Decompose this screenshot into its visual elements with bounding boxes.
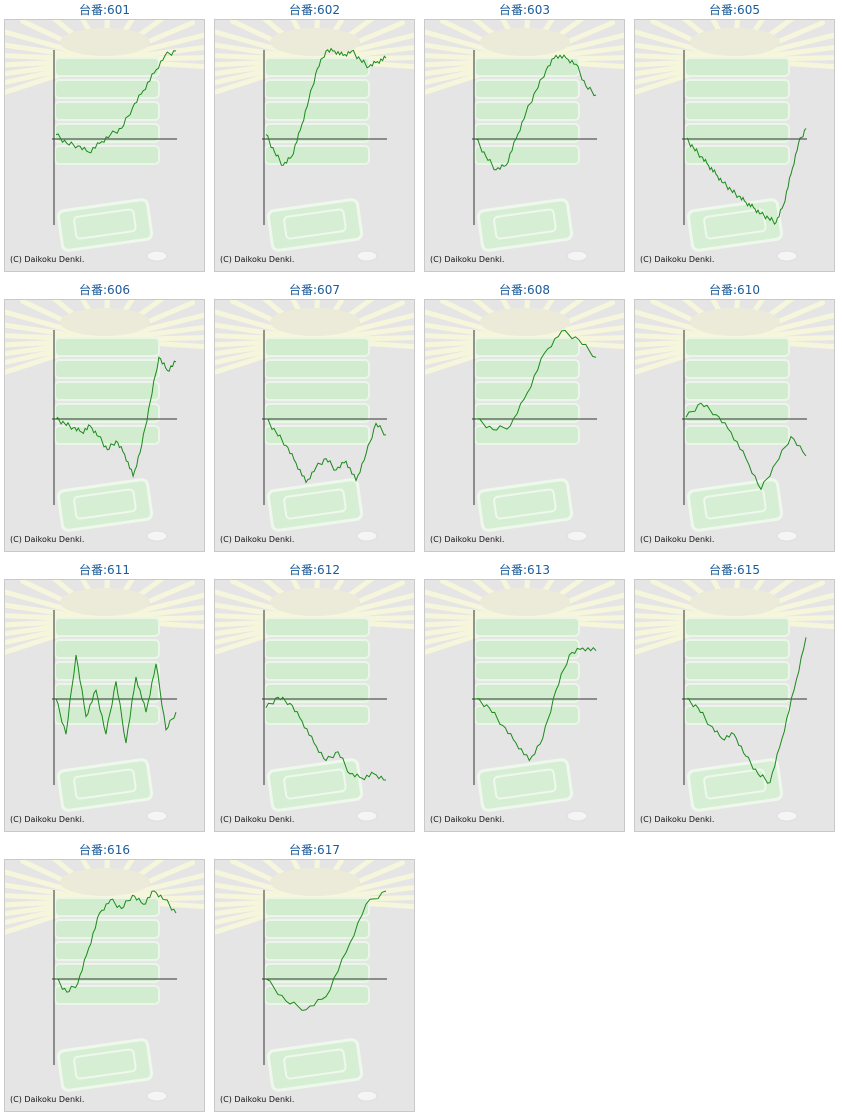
chart-svg	[215, 300, 414, 542]
series-line	[475, 646, 597, 762]
chart-frame: (C) Daikoku Denki.	[634, 299, 835, 552]
chart-panel: 台番:603 (C) Daikoku Denki.	[422, 0, 627, 275]
chart-panel: 台番:607 (C) Daikoku Denki.	[212, 280, 417, 555]
chart-frame: (C) Daikoku Denki.	[424, 579, 625, 832]
series-line	[265, 696, 387, 781]
series-line	[265, 890, 387, 1011]
chart-title: 台番:613	[499, 563, 550, 577]
chart-svg	[425, 580, 624, 822]
series-line	[685, 128, 807, 225]
series-line	[55, 654, 177, 744]
chart-frame: (C) Daikoku Denki.	[4, 19, 205, 272]
chart-title: 台番:603	[499, 3, 550, 17]
chart-title: 台番:617	[289, 843, 340, 857]
copyright-text: (C) Daikoku Denki.	[10, 255, 85, 264]
chart-svg	[635, 300, 834, 542]
chart-svg	[215, 860, 414, 1102]
chart-panel: 台番:606 (C) Daikoku Denki.	[2, 280, 207, 555]
chart-svg	[635, 580, 834, 822]
copyright-text: (C) Daikoku Denki.	[220, 255, 295, 264]
chart-title: 台番:606	[79, 283, 130, 297]
copyright-text: (C) Daikoku Denki.	[10, 1095, 85, 1104]
copyright-text: (C) Daikoku Denki.	[220, 535, 295, 544]
chart-title: 台番:616	[79, 843, 130, 857]
copyright-text: (C) Daikoku Denki.	[430, 255, 505, 264]
copyright-text: (C) Daikoku Denki.	[10, 535, 85, 544]
chart-title: 台番:611	[79, 563, 130, 577]
slot-machine-background	[5, 860, 204, 1102]
chart-panel: 台番:602 (C) Daikoku Denki.	[212, 0, 417, 275]
slot-machine-background	[5, 580, 204, 822]
chart-title: 台番:601	[79, 3, 130, 17]
copyright-text: (C) Daikoku Denki.	[430, 815, 505, 824]
series-line	[55, 890, 177, 993]
slot-machine-background	[635, 300, 834, 542]
series-line	[475, 329, 597, 431]
slot-machine-background	[635, 20, 834, 262]
slot-machine-background	[425, 20, 624, 262]
chart-frame: (C) Daikoku Denki.	[634, 579, 835, 832]
chart-frame: (C) Daikoku Denki.	[214, 579, 415, 832]
chart-title: 台番:610	[709, 283, 760, 297]
chart-title: 台番:607	[289, 283, 340, 297]
chart-title: 台番:602	[289, 3, 340, 17]
series-line	[475, 54, 597, 171]
chart-title: 台番:612	[289, 563, 340, 577]
series-line	[55, 50, 177, 154]
slot-machine-background	[5, 20, 204, 262]
copyright-text: (C) Daikoku Denki.	[430, 535, 505, 544]
chart-svg	[5, 20, 204, 262]
copyright-text: (C) Daikoku Denki.	[640, 815, 715, 824]
series-line	[685, 637, 807, 784]
copyright-text: (C) Daikoku Denki.	[640, 535, 715, 544]
slot-machine-background	[635, 580, 834, 822]
chart-frame: (C) Daikoku Denki.	[214, 299, 415, 552]
slot-machine-background	[5, 300, 204, 542]
chart-panel: 台番:610 (C) Daikoku Denki.	[632, 280, 837, 555]
chart-svg	[215, 580, 414, 822]
chart-svg	[635, 20, 834, 262]
chart-frame: (C) Daikoku Denki.	[4, 579, 205, 832]
chart-svg	[215, 20, 414, 262]
chart-frame: (C) Daikoku Denki.	[4, 299, 205, 552]
chart-svg	[5, 300, 204, 542]
chart-panel: 台番:617 (C) Daikoku Denki.	[212, 840, 417, 1115]
chart-frame: (C) Daikoku Denki.	[424, 299, 625, 552]
chart-frame: (C) Daikoku Denki.	[424, 19, 625, 272]
chart-panel: 台番:615 (C) Daikoku Denki.	[632, 560, 837, 835]
chart-panel: 台番:616 (C) Daikoku Denki.	[2, 840, 207, 1115]
series-line	[265, 418, 387, 484]
copyright-text: (C) Daikoku Denki.	[10, 815, 85, 824]
copyright-text: (C) Daikoku Denki.	[220, 1095, 295, 1104]
slot-machine-background	[425, 300, 624, 542]
chart-frame: (C) Daikoku Denki.	[214, 859, 415, 1112]
chart-frame: (C) Daikoku Denki.	[634, 19, 835, 272]
copyright-text: (C) Daikoku Denki.	[220, 815, 295, 824]
slot-machine-background	[215, 20, 414, 262]
chart-svg	[5, 580, 204, 822]
slot-machine-background	[425, 580, 624, 822]
slot-machine-background	[215, 860, 414, 1102]
chart-svg	[425, 20, 624, 262]
series-line	[265, 47, 387, 166]
chart-svg	[425, 300, 624, 542]
chart-title: 台番:608	[499, 283, 550, 297]
chart-panel: 台番:608 (C) Daikoku Denki.	[422, 280, 627, 555]
slot-machine-background	[215, 300, 414, 542]
chart-panel: 台番:605 (C) Daikoku Denki.	[632, 0, 837, 275]
series-line	[55, 356, 177, 479]
copyright-text: (C) Daikoku Denki.	[640, 255, 715, 264]
chart-title: 台番:605	[709, 3, 760, 17]
chart-panel: 台番:601 (C) Daikoku Denki.	[2, 0, 207, 275]
chart-panel: 台番:611 (C) Daikoku Denki.	[2, 560, 207, 835]
chart-frame: (C) Daikoku Denki.	[214, 19, 415, 272]
series-line	[685, 402, 807, 491]
slot-machine-background	[215, 580, 414, 822]
chart-frame: (C) Daikoku Denki.	[4, 859, 205, 1112]
chart-title: 台番:615	[709, 563, 760, 577]
chart-svg	[5, 860, 204, 1102]
chart-panel: 台番:613 (C) Daikoku Denki.	[422, 560, 627, 835]
chart-panel: 台番:612 (C) Daikoku Denki.	[212, 560, 417, 835]
